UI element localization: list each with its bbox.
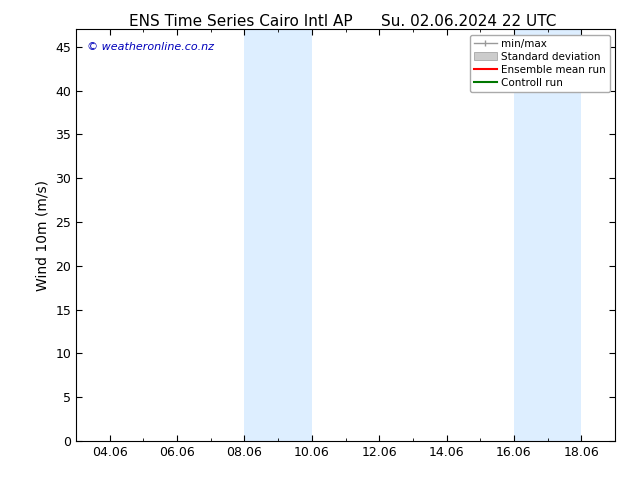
Text: ENS Time Series Cairo Intl AP: ENS Time Series Cairo Intl AP [129,14,353,29]
Bar [245,29,312,441]
Bar [514,29,581,441]
Text: Su. 02.06.2024 22 UTC: Su. 02.06.2024 22 UTC [382,14,557,29]
Y-axis label: Wind 10m (m/s): Wind 10m (m/s) [36,180,50,291]
Text: © weatheronline.co.nz: © weatheronline.co.nz [87,42,214,52]
Legend: min/max, Standard deviation, Ensemble mean run, Controll run: min/max, Standard deviation, Ensemble me… [470,35,610,92]
